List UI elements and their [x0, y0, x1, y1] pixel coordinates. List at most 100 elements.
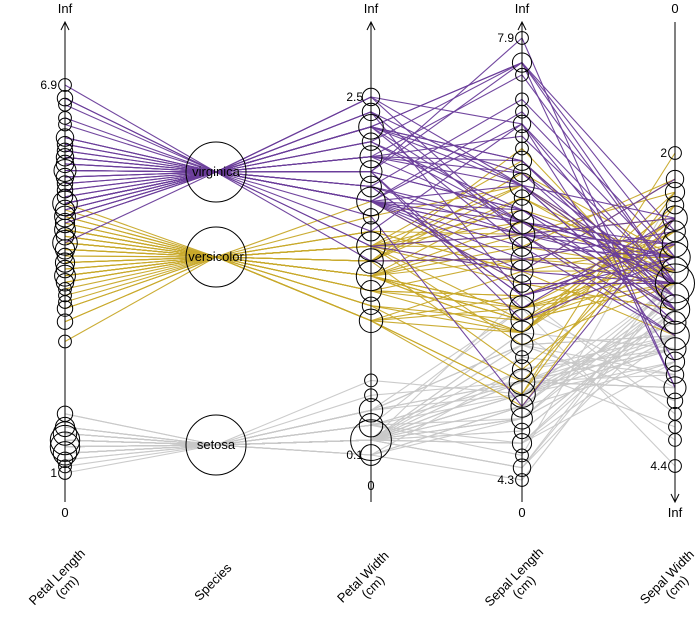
series-line-virginica: [521, 172, 676, 310]
axis-title-4: Sepal Width(cm): [637, 547, 697, 607]
series-line-virginica: [370, 62, 523, 173]
series-line-setosa: [521, 309, 676, 444]
series-line-versicolor: [64, 256, 217, 303]
series-line-versicolor: [370, 221, 523, 277]
series-line-setosa: [521, 335, 676, 444]
series-line-virginica: [370, 200, 523, 285]
series-line-setosa: [370, 454, 523, 481]
series-line-virginica: [521, 256, 676, 297]
axis-value-label: 6.9: [40, 78, 57, 92]
series-line-virginica: [521, 243, 676, 297]
series-line-setosa: [521, 335, 676, 395]
series-line-versicolor: [64, 256, 217, 310]
series-line-virginica: [215, 171, 372, 202]
series-line-virginica: [521, 233, 676, 258]
series-line-virginica: [64, 163, 217, 173]
series-line-setosa: [521, 283, 676, 469]
axis-arrow: [517, 20, 527, 31]
series-line-versicolor: [370, 290, 523, 309]
series-line-virginica: [64, 84, 217, 173]
series-line-setosa: [521, 309, 676, 395]
series-line-virginica: [521, 111, 676, 271]
series-line-virginica: [215, 96, 372, 173]
series-line-versicolor: [370, 320, 523, 407]
series-line-setosa: [64, 444, 217, 454]
series-line-virginica: [64, 97, 217, 173]
axis-title-line: Sepal Width: [637, 547, 697, 607]
series-line-versicolor: [64, 256, 217, 283]
series-line-versicolor: [370, 320, 523, 395]
series-line-virginica: [370, 37, 523, 173]
series-line-versicolor: [215, 256, 372, 262]
series-line-setosa: [370, 393, 523, 411]
series-line-virginica: [370, 126, 523, 174]
axis-bottom-label: Inf: [668, 505, 683, 520]
series-line-setosa: [521, 344, 676, 376]
series-line-virginica: [215, 171, 372, 262]
species-node-versicolor: [185, 226, 247, 288]
series-line-virginica: [370, 126, 523, 162]
axis-title-line: Sepal Length: [481, 544, 546, 609]
series-line-virginica: [370, 200, 523, 272]
series-line-virginica: [215, 171, 372, 232]
series-line-versicolor: [370, 275, 523, 321]
series-line-setosa: [370, 439, 523, 469]
series-line-virginica: [521, 184, 676, 284]
series-line-versicolor: [521, 204, 676, 407]
series-line-virginica: [64, 117, 217, 173]
series-line-setosa: [521, 270, 676, 469]
series-line-virginica: [521, 221, 676, 258]
series-line-versicolor: [64, 215, 217, 258]
series-line-setosa: [64, 432, 217, 446]
series-line-setosa: [521, 335, 676, 371]
series-line-virginica: [370, 200, 523, 235]
series-line-virginica: [64, 169, 217, 173]
series-line-virginica: [64, 171, 217, 244]
series-line-setosa: [521, 309, 676, 469]
series-line-versicolor: [370, 230, 523, 235]
series-line-virginica: [521, 209, 676, 284]
series-line-virginica: [521, 217, 676, 235]
series-line-versicolor: [215, 245, 372, 258]
series-line-setosa: [215, 444, 372, 456]
series-line-setosa: [64, 444, 217, 467]
series-line-virginica: [64, 171, 217, 224]
series-line-setosa: [215, 409, 372, 446]
series-line-setosa: [370, 295, 523, 441]
axis-value-label: 7.9: [497, 31, 514, 45]
series-line-setosa: [370, 405, 523, 441]
series-line-virginica: [521, 160, 676, 297]
series-line-virginica: [370, 96, 523, 125]
series-line-virginica: [370, 126, 523, 186]
series-line-versicolor: [521, 282, 676, 346]
series-line-setosa: [215, 439, 372, 446]
series-line-setosa: [521, 381, 676, 389]
series-line-setosa: [370, 418, 523, 441]
series-line-virginica: [521, 135, 676, 284]
series-line-versicolor: [370, 295, 523, 322]
series-line-virginica: [215, 171, 372, 247]
series-line-virginica: [370, 171, 523, 321]
axis-title-2: Petal Width(cm): [334, 548, 392, 606]
species-label-versicolor: versicolor: [188, 249, 244, 264]
series-line-versicolor: [215, 256, 372, 292]
series-line-versicolor: [64, 256, 217, 290]
series-line-setosa: [370, 418, 523, 426]
series-line-versicolor: [521, 191, 676, 334]
series-line-versicolor: [521, 217, 676, 383]
series-line-versicolor: [64, 256, 217, 342]
series-line-setosa: [215, 379, 372, 446]
series-line-virginica: [521, 123, 676, 362]
series-line-versicolor: [215, 256, 372, 307]
series-line-setosa: [370, 369, 523, 441]
series-line-virginica: [64, 171, 217, 185]
series-line-versicolor: [370, 184, 523, 247]
species-node-virginica: [185, 141, 247, 203]
series-line-virginica: [370, 96, 523, 186]
series-line-versicolor: [370, 258, 523, 277]
axis-top-label: Inf: [515, 1, 530, 16]
series-line-virginica: [521, 246, 676, 337]
series-line-versicolor: [370, 245, 523, 346]
series-line-virginica: [370, 245, 523, 272]
series-line-versicolor: [215, 256, 372, 277]
